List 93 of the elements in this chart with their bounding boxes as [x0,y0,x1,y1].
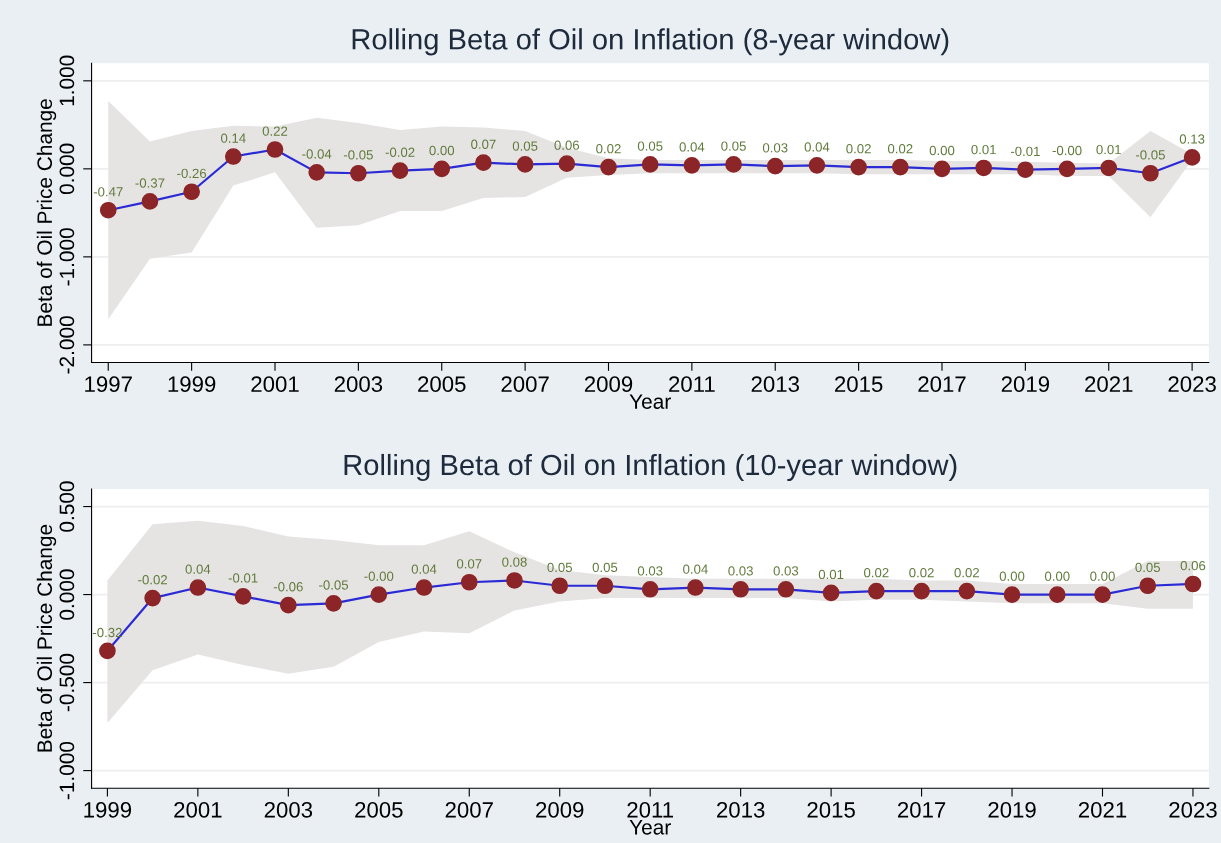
data-label: 0.00 [1044,571,1070,581]
y-tick-label: -2.000 [59,316,75,374]
data-label: 0.02 [864,567,889,578]
data-label: 0.02 [887,144,913,154]
data-label: -0.04 [302,149,332,159]
data-label: -0.47 [93,187,123,197]
x-tick-label: 1999 [168,376,216,393]
data-label: 0.03 [773,566,799,576]
data-label: 0.07 [456,559,482,569]
data-label: -0.01 [1010,146,1040,157]
data-label: 0.00 [1090,571,1115,581]
data-label: 0.03 [762,143,788,153]
y-tick-label: -0.500 [59,653,75,712]
data-label: 0.05 [637,141,663,151]
data-label: 0.04 [679,142,705,152]
x-tick-label: 1997 [85,376,132,393]
x-tick-label: 2003 [264,801,313,818]
data-label: -0.06 [273,582,303,592]
data-label: -0.26 [177,168,207,179]
data-label: 0.22 [262,126,288,136]
data-label: -0.02 [385,147,415,157]
x-tick-label: 2023 [1168,376,1216,393]
data-label: -0.00 [1052,145,1082,156]
x-tick-label: 2007 [501,376,549,393]
y-tick-label: 0.000 [59,143,75,195]
chart-title: Rolling Beta of Oil on Inflation (10-year window) [344,453,957,482]
data-label: 0.05 [547,562,573,573]
x-tick-label: 2013 [751,376,799,393]
data-label: 0.14 [220,133,246,143]
x-tick-label: 2017 [918,376,966,393]
data-label: -0.00 [364,571,394,581]
x-tick-label: 1999 [84,801,132,818]
y-axis-title: Beta of Oil Price Change [36,524,57,752]
data-label: 0.00 [999,571,1025,581]
x-tick-label: 2021 [1085,376,1133,393]
x-tick-label: 2011 [627,801,673,818]
chart-title: Rolling Beta of Oil on Inflation (8-year window) [352,28,949,56]
x-tick-label: 2001 [251,376,299,393]
data-label: 0.06 [1180,560,1206,571]
x-tick-label: 2015 [835,376,883,393]
x-tick-label: 2005 [355,801,403,818]
data-label: -0.01 [228,573,258,583]
data-label: 0.03 [637,566,663,576]
x-tick-label: 2003 [334,376,383,393]
x-axis-title: Year [629,394,671,409]
x-tick-label: 2009 [536,801,584,818]
data-label: 0.04 [804,142,830,152]
data-label: -0.32 [92,627,122,638]
y-tick-label: -1.000 [59,741,75,800]
data-label: 0.07 [471,139,496,149]
data-label: 0.02 [596,144,621,154]
y-tick-label: -1.000 [59,228,75,286]
data-label: 0.00 [429,145,455,156]
data-label: 0.01 [818,569,844,580]
data-label: 0.04 [683,564,708,574]
x-tick-label: 2017 [897,801,946,818]
y-tick-label: 0.000 [59,569,75,620]
data-label: -0.05 [319,580,349,590]
data-label: 0.01 [971,144,996,155]
data-label: 0.02 [954,567,979,578]
x-axis-title: Year [629,820,671,835]
data-label: 0.06 [554,140,580,150]
x-tick-label: 2019 [988,801,1036,818]
x-tick-label: 2019 [1001,376,1050,393]
y-tick-label: 1.000 [59,55,75,106]
data-label: 0.05 [721,141,746,151]
data-label: 0.00 [929,145,955,156]
data-label: 0.04 [411,564,437,574]
x-tick-label: 2013 [717,801,765,818]
data-label: 0.01 [1096,144,1121,155]
x-tick-label: 2023 [1169,801,1217,818]
x-tick-label: 2007 [445,801,493,818]
data-label: 0.05 [1135,562,1161,573]
data-label: -0.05 [343,150,373,160]
data-label: -0.37 [135,178,165,188]
x-tick-label: 2011 [669,376,715,393]
data-label: 0.04 [185,564,211,574]
data-label: 0.02 [846,144,871,154]
x-tick-label: 2021 [1078,801,1127,818]
x-tick-label: 2005 [418,376,466,393]
data-label: -0.05 [1135,150,1165,160]
data-label: 0.03 [728,566,753,576]
data-label: 0.08 [502,557,527,567]
x-tick-label: 2001 [174,801,222,818]
data-label: 0.05 [592,562,618,573]
x-tick-label: 2009 [584,376,633,393]
y-tick-label: 0.500 [59,481,75,532]
data-label: 0.13 [1179,134,1205,144]
data-label: 0.05 [512,141,538,151]
y-axis-title: Beta of Oil Price Change [36,99,57,326]
x-tick-label: 2015 [807,801,855,818]
data-label: 0.02 [909,567,934,578]
data-label: -0.02 [138,575,168,585]
